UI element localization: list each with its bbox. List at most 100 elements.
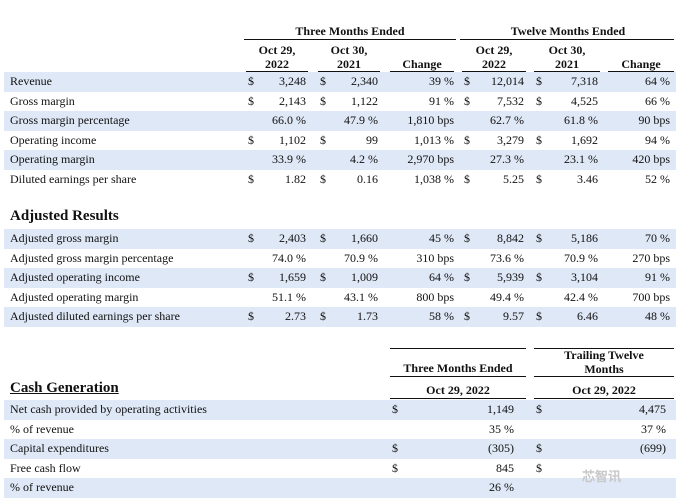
cash-row: Capital expenditures $ (305) $ (699)	[0, 439, 680, 459]
header-rule-y21	[534, 71, 600, 72]
adjusted-cell-y21-cur: $	[536, 309, 542, 324]
gaap-cell-q21-cur: $	[320, 172, 326, 186]
gaap-cell-ychg: 64 %	[645, 74, 670, 88]
gaap-cell-qchg: 2,970 bps	[407, 152, 454, 167]
gaap-cell-y21: 61.8 %	[564, 113, 598, 128]
adjusted-cell-y21: 5,186	[571, 231, 598, 245]
gaap-row-label: Diluted earnings per share	[10, 172, 137, 186]
cash-row: Free cash flow $845 $	[0, 459, 680, 479]
gaap-cell-qchg: 39 %	[429, 74, 454, 88]
cash-ttm-top-rule	[534, 348, 674, 349]
adjusted-row: Adjusted gross margin percentage 74.0 % 70…	[0, 249, 680, 269]
gaap-cell-q22-cur: $	[248, 132, 254, 147]
adjusted-cell-q21: 70.9 %	[344, 250, 378, 265]
gaap-row: Gross margin $2,143 $1,122 91 % $7,532 $4,525…	[0, 92, 680, 112]
adjusted-cell-y21-cur: $	[536, 270, 542, 285]
adjusted-cell-qchg: 45 %	[429, 231, 454, 245]
gaap-cell-qchg: 1,038 %	[414, 172, 454, 186]
gaap-cell-q22: 66.0 %	[272, 113, 306, 128]
gaap-row-label: Operating income	[10, 132, 97, 147]
header-rule-q21	[318, 71, 380, 72]
watermark-text: 芯智讯	[582, 470, 622, 485]
gaap-cell-q21: 99	[366, 132, 378, 147]
col-header-y-2021-line2: 2021	[555, 57, 579, 71]
adjusted-cell-qchg: 64 %	[429, 270, 454, 285]
cash-row-label: Free cash flow	[10, 460, 81, 475]
gaap-cell-y22: 3,279	[497, 132, 524, 147]
cash-cell-a: 35 %	[489, 421, 514, 436]
col-header-y-change: Change	[621, 57, 661, 71]
adjusted-cell-y21: 70.9 %	[564, 250, 598, 265]
cash-ttm-header-line1: Trailing Twelve	[564, 348, 644, 362]
adjusted-cell-q22: 74.0 %	[272, 250, 306, 265]
cash-ttm-rule	[534, 376, 674, 377]
cash-cell-b-cur: $	[536, 460, 542, 475]
adjusted-results-title: Adjusted Results	[10, 208, 119, 224]
gaap-cell-y22: 27.3 %	[490, 152, 524, 167]
adjusted-row-label: Adjusted operating margin	[10, 289, 139, 304]
gaap-cell-y21-cur: $	[536, 74, 542, 88]
adjusted-row: Adjusted gross margin $2,403 $1,660 45 % $8,…	[0, 229, 680, 249]
gaap-cell-y22-cur: $	[464, 172, 470, 186]
adjusted-cell-y22-cur: $	[464, 231, 470, 245]
adjusted-row: Adjusted operating income $1,659 $1,009 64 …	[0, 268, 680, 288]
gaap-cell-ychg: 66 %	[645, 93, 670, 108]
gaap-cell-q22: 2,143	[279, 93, 306, 108]
cash-cell-a: 26 %	[489, 480, 514, 495]
gaap-cell-q22-cur: $	[248, 74, 254, 88]
cash-date-a: Oct 29, 2022	[426, 383, 490, 397]
gaap-row: Diluted earnings per share $1.82 $0.16 1,03…	[0, 170, 680, 190]
cash-date-rule-a	[390, 398, 526, 399]
adjusted-cell-q22: 1,659	[279, 270, 306, 285]
cash-cell-b-cur: $	[536, 441, 542, 456]
cash-date-b: Oct 29, 2022	[572, 383, 636, 397]
cash-cell-b: 4,475	[639, 402, 666, 416]
gaap-cell-y21: 3.46	[577, 172, 598, 186]
gaap-cell-qchg: 1,013 %	[414, 132, 454, 147]
adjusted-cell-q21: 43.1 %	[344, 289, 378, 304]
adjusted-cell-y21: 3,104	[571, 270, 598, 285]
gaap-cell-q21: 1,122	[351, 93, 378, 108]
cash-cell-a: 1,149	[487, 402, 514, 416]
adjusted-cell-ychg: 270 bps	[632, 250, 670, 265]
header-rule-y22	[462, 71, 526, 72]
gaap-cell-q21: 0.16	[357, 172, 378, 186]
adjusted-row: Adjusted diluted earnings per share $2.73…	[0, 307, 680, 327]
adjusted-cell-q22-cur: $	[248, 309, 254, 324]
cash-row-label: Net cash provided by operating activitie…	[10, 402, 207, 416]
cash-cell-a-cur: $	[392, 402, 398, 416]
adjusted-cell-q22: 51.1 %	[272, 289, 306, 304]
col-header-q-2022: Oct 29, 2022	[246, 43, 308, 71]
adjusted-cell-q21: 1,660	[351, 231, 378, 245]
header-rule-qchg	[390, 71, 454, 72]
gaap-row: Revenue $3,248 $2,340 39 % $12,014 $7,318 64 %	[0, 72, 680, 92]
cash-cell-b: (699)	[640, 441, 666, 456]
adjusted-cell-y21: 42.4 %	[564, 289, 598, 304]
cash-cell-a-cur: $	[392, 460, 398, 475]
cash-cell-a: (305)	[488, 441, 514, 456]
col-header-y-2022-line1: Oct 29,	[475, 43, 513, 57]
gaap-cell-q21: 4.2 %	[350, 152, 378, 167]
adjusted-cell-y22: 9.57	[503, 309, 524, 324]
gaap-cell-q22-cur: $	[248, 93, 254, 108]
adjusted-cell-ychg: 48 %	[645, 309, 670, 324]
adjusted-cell-y22: 73.6 %	[490, 250, 524, 265]
adjusted-cell-y22: 8,842	[497, 231, 524, 245]
gaap-cell-qchg: 91 %	[429, 93, 454, 108]
cash-row: % of revenue 26 %	[0, 478, 680, 498]
adjusted-row-label: Adjusted operating income	[10, 270, 140, 285]
gaap-row: Operating income $1,102 $99 1,013 % $3,279 $1…	[0, 131, 680, 151]
twelve-months-header-rule	[460, 39, 674, 40]
gaap-cell-q21: 2,340	[351, 74, 378, 88]
adjusted-cell-q21-cur: $	[320, 270, 326, 285]
adjusted-cell-qchg: 800 bps	[416, 289, 454, 304]
gaap-cell-y22-cur: $	[464, 132, 470, 147]
gaap-cell-y21: 4,525	[571, 93, 598, 108]
adjusted-cell-y21-cur: $	[536, 231, 542, 245]
adjusted-cell-q22-cur: $	[248, 231, 254, 245]
cash-row: % of revenue 35 % 37 %	[0, 420, 680, 440]
gaap-cell-q21-cur: $	[320, 74, 326, 88]
adjusted-row-label: Adjusted diluted earnings per share	[10, 309, 180, 324]
adjusted-cell-y22: 49.4 %	[490, 289, 524, 304]
